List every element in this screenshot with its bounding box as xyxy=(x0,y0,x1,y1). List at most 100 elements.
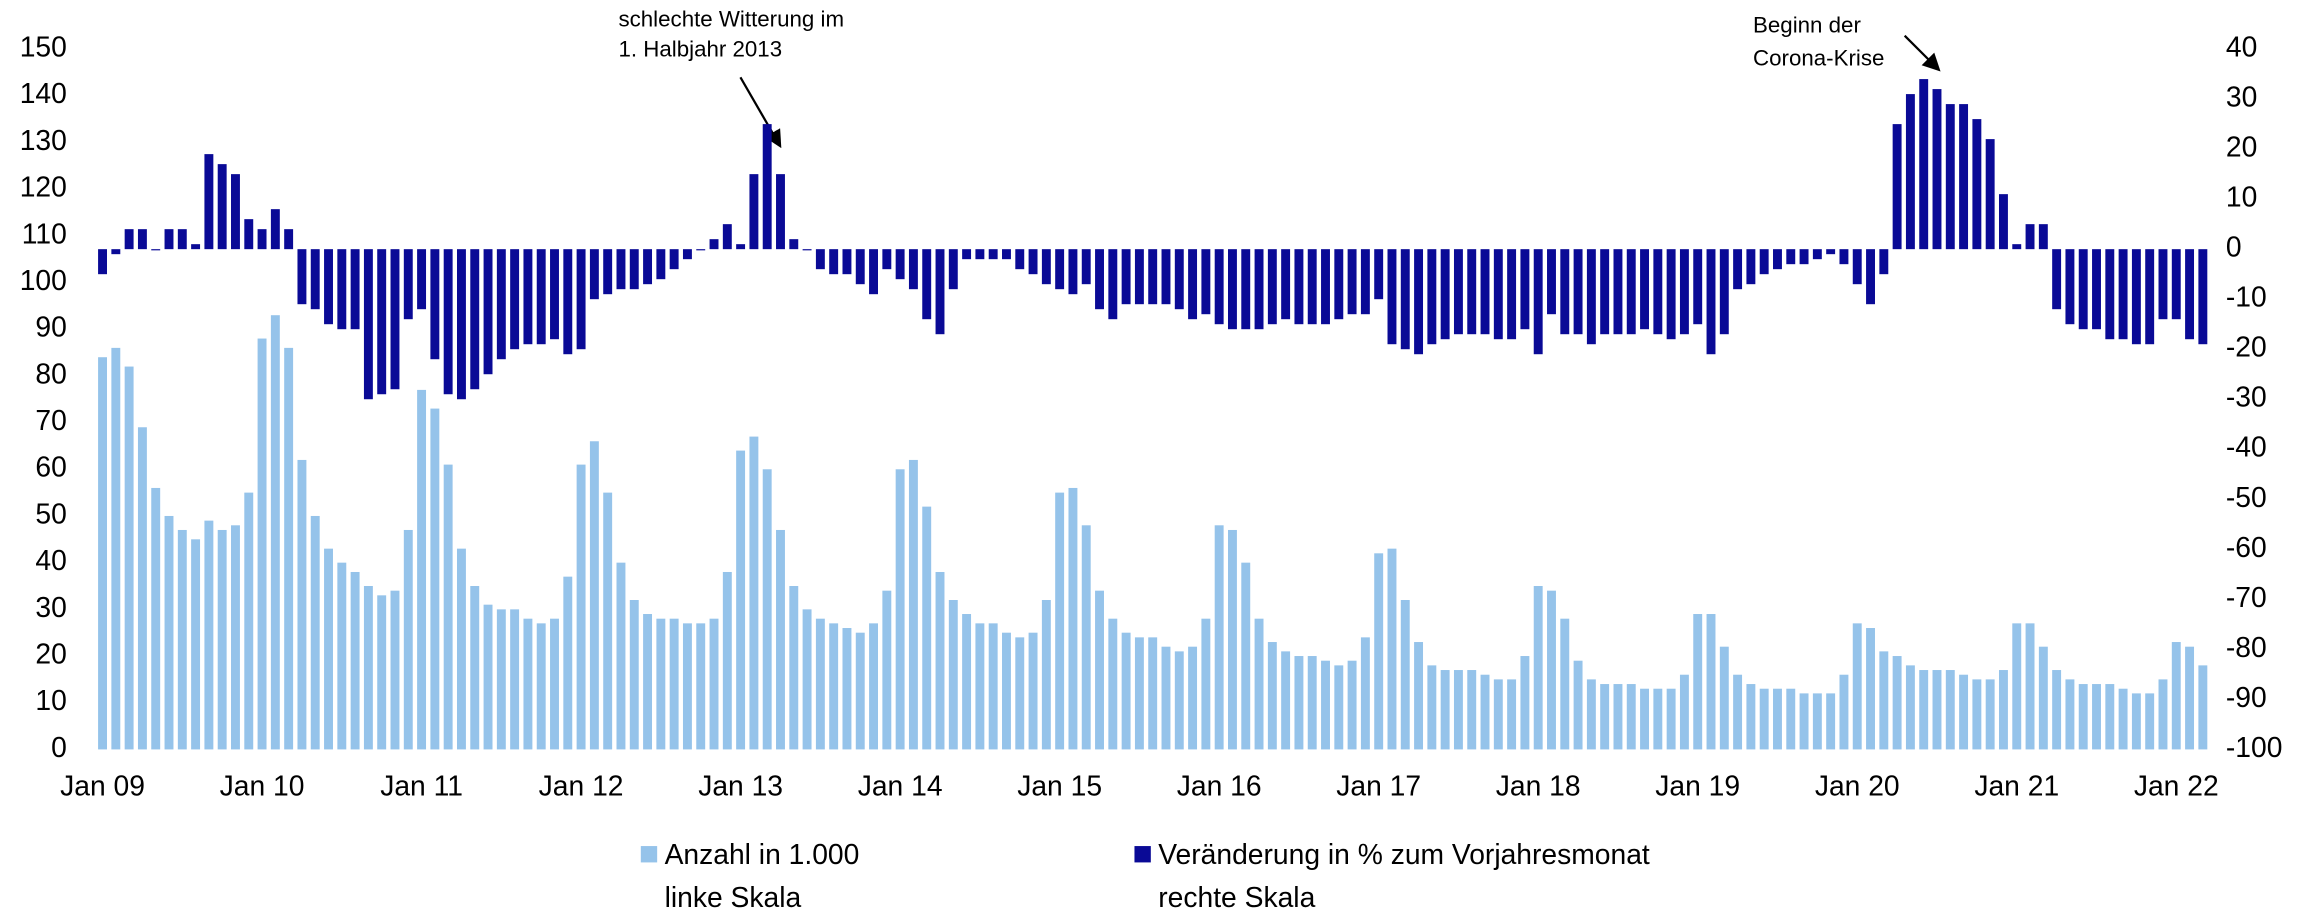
bar xyxy=(1547,590,1556,750)
bar xyxy=(855,632,865,750)
bar xyxy=(1998,670,2008,750)
bar xyxy=(669,249,679,270)
bar xyxy=(1640,249,1650,330)
bar xyxy=(297,459,307,750)
x-tick-label: Jan 22 xyxy=(2134,770,2219,802)
bar xyxy=(297,249,307,305)
bar xyxy=(1214,249,1224,325)
bar xyxy=(1015,637,1025,750)
bar xyxy=(1002,249,1011,260)
bar xyxy=(2145,693,2155,750)
bar xyxy=(829,623,839,750)
bar xyxy=(523,249,533,345)
x-tick-label: Jan 17 xyxy=(1336,770,1421,802)
bar xyxy=(1985,139,1995,250)
bar xyxy=(988,249,998,260)
bar xyxy=(310,249,320,310)
bar xyxy=(1081,249,1091,285)
bar xyxy=(682,623,692,750)
bar xyxy=(2078,684,2088,750)
bar xyxy=(1161,646,1171,750)
bar xyxy=(842,249,852,275)
bar xyxy=(98,249,107,275)
bar xyxy=(510,609,520,750)
bar xyxy=(1666,249,1676,340)
bar xyxy=(908,459,918,750)
y-tick-label: 100 xyxy=(20,264,67,296)
bar xyxy=(1959,674,1969,750)
bar xyxy=(935,249,945,335)
bar xyxy=(749,436,759,750)
bar xyxy=(1852,249,1862,285)
bar xyxy=(1866,249,1875,305)
bar xyxy=(802,249,812,251)
bar xyxy=(177,529,187,750)
bar xyxy=(164,229,174,250)
bar xyxy=(1267,642,1277,750)
bar xyxy=(2025,224,2035,250)
y-tick-label: 0 xyxy=(51,731,67,763)
bar xyxy=(1414,249,1424,355)
bar xyxy=(1241,249,1251,330)
bar xyxy=(1387,548,1397,750)
bar xyxy=(2065,249,2075,325)
bar xyxy=(443,464,453,750)
bar xyxy=(1520,656,1530,750)
legend-swatch xyxy=(1134,846,1151,863)
bar xyxy=(1414,642,1424,750)
y-tick-label: 30 xyxy=(35,591,66,623)
bar xyxy=(284,347,294,750)
bar xyxy=(962,249,972,260)
bar xyxy=(191,244,201,250)
bar xyxy=(496,609,506,750)
bar xyxy=(164,515,174,750)
y2-tick-label: 30 xyxy=(2226,81,2257,113)
bar xyxy=(576,464,586,750)
bar xyxy=(1786,249,1796,265)
bar xyxy=(563,249,573,355)
bar xyxy=(137,229,147,250)
bar xyxy=(908,249,918,290)
bar xyxy=(1307,249,1317,325)
bar xyxy=(1387,249,1397,345)
y2-tick-label: -40 xyxy=(2226,431,2267,463)
bar xyxy=(204,154,214,250)
bar xyxy=(2131,693,2141,750)
bar xyxy=(151,487,161,750)
bar xyxy=(895,249,905,280)
bar xyxy=(1400,249,1410,350)
bar xyxy=(1932,670,1942,750)
bar xyxy=(1892,656,1902,750)
annotation: Corona-Krise xyxy=(1753,45,1884,70)
bar xyxy=(1493,249,1503,340)
x-tick-label: Jan 19 xyxy=(1655,770,1740,802)
bar xyxy=(1055,249,1065,290)
x-tick-label: Jan 09 xyxy=(60,770,145,802)
y-tick-label: 150 xyxy=(20,31,67,63)
bar xyxy=(337,249,347,330)
bar xyxy=(1095,590,1104,750)
bar xyxy=(948,600,958,750)
bar xyxy=(417,249,427,310)
bar xyxy=(1121,632,1131,750)
bar xyxy=(337,562,347,750)
y-tick-label: 80 xyxy=(35,357,66,389)
bar xyxy=(789,585,799,750)
bar xyxy=(2105,684,2115,750)
bar xyxy=(470,585,480,750)
bar xyxy=(1321,660,1330,750)
bar xyxy=(257,229,267,250)
x-tick-label: Jan 12 xyxy=(539,770,624,802)
bar xyxy=(284,229,294,250)
bar xyxy=(1267,249,1277,325)
bar xyxy=(244,219,254,250)
bar xyxy=(815,249,825,270)
bar xyxy=(151,249,161,251)
bar xyxy=(1998,194,2008,250)
bar xyxy=(2012,244,2022,250)
bar xyxy=(802,609,812,750)
bar xyxy=(935,571,945,750)
bar xyxy=(523,618,533,750)
bar xyxy=(217,529,227,750)
bar xyxy=(1573,249,1583,335)
